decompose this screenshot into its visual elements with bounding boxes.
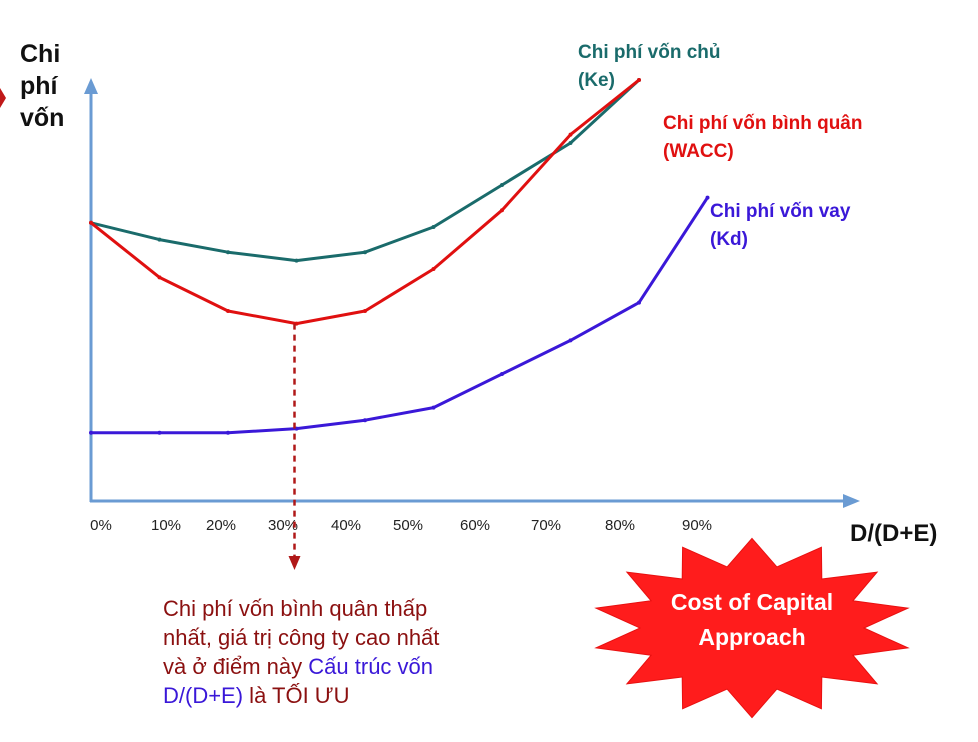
x-tick-label: 40% (331, 517, 361, 534)
series-0-point (363, 250, 367, 255)
series-2-point (363, 418, 367, 423)
series-1-point (89, 220, 93, 225)
y-axis-title-line-2: phí (20, 72, 59, 100)
clipped-logo (0, 88, 6, 108)
series-2-point (157, 430, 162, 435)
series-2-point (431, 405, 436, 410)
series-label-ke: Chi phí vốn chủ (Ke) (578, 42, 721, 91)
series-label-wacc-line-2: (WACC) (663, 141, 734, 162)
x-tick-label: 0% (90, 517, 112, 534)
x-tick-label: 70% (531, 517, 561, 534)
optimum-note: Chi phí vốn bình quân thấp nhất, giá trị… (163, 596, 439, 708)
x-axis-title: D/(D+E) (850, 520, 937, 547)
series-label-kd-line-2: (Kd) (710, 229, 748, 250)
badge-line-2: Approach (698, 624, 805, 650)
series-0-point (568, 141, 573, 145)
note-line-3-part-a: và ở điểm này (163, 654, 308, 679)
series-1-point (157, 275, 162, 280)
note-line-4-part-b: là TỐI ƯU (243, 682, 349, 708)
x-tick-label: 20% (206, 517, 236, 534)
note-line-2: nhất, giá trị công ty cao nhất (163, 625, 439, 650)
series-2-point (89, 430, 93, 435)
series-line-1 (90, 78, 640, 326)
note-line-4-part-a: D/(D+E) (163, 683, 243, 708)
y-axis-arrowhead (84, 78, 98, 94)
x-axis-arrowhead (843, 494, 860, 508)
series-label-kd-line-1: Chi phí vốn vay (710, 201, 851, 222)
axes (84, 78, 860, 508)
series-2-point (226, 430, 230, 435)
x-tick-label: 80% (605, 517, 635, 534)
series-label-wacc-line-1: Chi phí vốn bình quân (663, 113, 862, 134)
series-1-point (637, 78, 641, 82)
series-2-point (568, 338, 573, 343)
note-line-3-part-b: Cấu trúc vốn (308, 654, 433, 679)
y-axis-title: Chi phí vốn (20, 40, 64, 132)
note-line-1: Chi phí vốn bình quân thấp (163, 596, 427, 621)
series-2-point (705, 195, 710, 200)
x-tick-labels: 0% 10% 20% 30% 40% 50% 60% 70% 80% 90% (90, 517, 712, 534)
x-tick-label: 50% (393, 517, 423, 534)
series-0-point (157, 237, 162, 242)
series-0-point (500, 183, 504, 187)
series-2-point (637, 300, 641, 305)
x-tick-label: 30% (268, 517, 298, 534)
series-1-point (226, 309, 230, 313)
series-label-ke-line-2: (Ke) (578, 70, 615, 91)
series-2-point (500, 372, 504, 376)
x-tick-label: 90% (682, 517, 712, 534)
optimum-dashed-arrow (288, 323, 301, 570)
series-lines (89, 78, 710, 435)
note-line-3: và ở điểm này Cấu trúc vốn (163, 654, 433, 679)
series-label-ke-line-1: Chi phí vốn chủ (578, 42, 721, 63)
badge-line-1: Cost of Capital (671, 589, 833, 615)
series-1-point (431, 267, 436, 271)
approach-badge: Cost of Capital Approach (594, 537, 910, 719)
series-label-wacc: Chi phí vốn bình quân (WACC) (663, 113, 862, 162)
y-axis-title-line-1: Chi (20, 40, 60, 68)
series-line-0 (90, 78, 641, 263)
series-0-point (226, 250, 230, 255)
optimum-arrowhead (288, 556, 301, 570)
series-1-point (363, 309, 367, 313)
series-0-point (294, 258, 299, 263)
series-1-point (568, 132, 573, 137)
series-line-2 (91, 196, 709, 435)
x-tick-label: 60% (460, 517, 490, 534)
series-1-point (500, 208, 504, 213)
x-tick-label: 10% (151, 517, 181, 534)
series-label-kd: Chi phí vốn vay (Kd) (710, 201, 851, 250)
y-axis-title-line-3: vốn (20, 104, 64, 132)
series-0-point (431, 225, 436, 229)
star-burst-shape (594, 537, 910, 719)
note-line-4: D/(D+E) là TỐI ƯU (163, 682, 349, 708)
